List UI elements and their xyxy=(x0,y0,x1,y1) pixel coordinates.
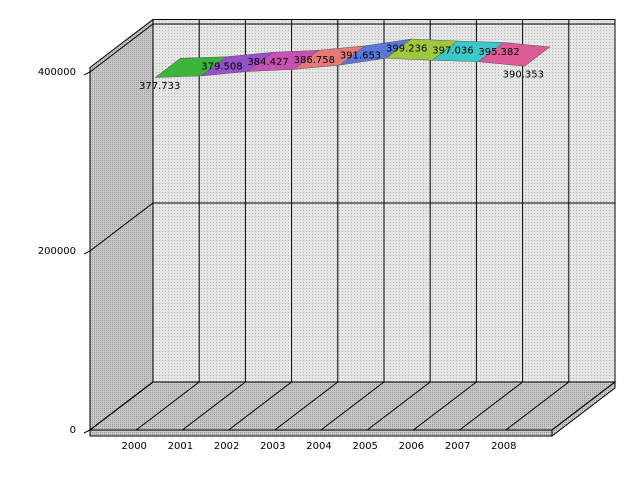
floor-line xyxy=(505,381,570,431)
plot-walls: 0 200000 400000 2000 2001 2002 2003 2004 2005 200… xyxy=(38,18,617,452)
grid-line xyxy=(89,23,154,73)
data-label: 391.653 xyxy=(340,50,381,61)
data-label: 395.382 xyxy=(478,47,519,58)
tick-mark xyxy=(83,71,91,76)
floor-line xyxy=(413,381,477,431)
tick-mark xyxy=(83,250,91,255)
x-tick-label: 2001 xyxy=(168,441,193,452)
floor-line xyxy=(320,381,385,431)
grid-line xyxy=(89,381,154,431)
floor-line xyxy=(274,381,339,431)
axis-edge xyxy=(89,429,553,437)
y-tick-label: 200000 xyxy=(38,246,76,257)
x-tick-label: 2006 xyxy=(399,441,424,452)
x-tick-label: 2005 xyxy=(352,441,377,452)
ribbon-segment xyxy=(477,42,551,67)
data-label: 390.353 xyxy=(503,70,544,81)
data-label: 397.036 xyxy=(432,46,473,57)
grid-line xyxy=(89,202,154,252)
floor-line xyxy=(228,381,292,431)
y-tick-label: 400000 xyxy=(38,67,76,78)
y-tick-label: 0 xyxy=(70,425,76,436)
x-tick-label: 2004 xyxy=(306,441,331,452)
x-tick-label: 2002 xyxy=(214,441,239,452)
plot-marks: 377.733 379.508 384.427 386.758 391.653 399.2… xyxy=(139,38,551,92)
data-label: 379.508 xyxy=(201,61,242,72)
data-label: 386.758 xyxy=(294,55,335,66)
x-tick-label: 2008 xyxy=(491,441,516,452)
data-label: 377.733 xyxy=(139,81,180,92)
data-label: 384.427 xyxy=(247,57,288,68)
floor-line xyxy=(459,381,523,431)
x-tick-label: 2000 xyxy=(121,441,146,452)
floor-line xyxy=(366,381,431,431)
floor-line xyxy=(551,381,616,431)
x-tick-label: 2003 xyxy=(260,441,285,452)
x-tick-label: 2007 xyxy=(445,441,470,452)
floor-line xyxy=(135,381,200,431)
data-label: 399.236 xyxy=(386,44,427,55)
tick-mark xyxy=(83,429,91,434)
floor-line xyxy=(182,381,246,431)
